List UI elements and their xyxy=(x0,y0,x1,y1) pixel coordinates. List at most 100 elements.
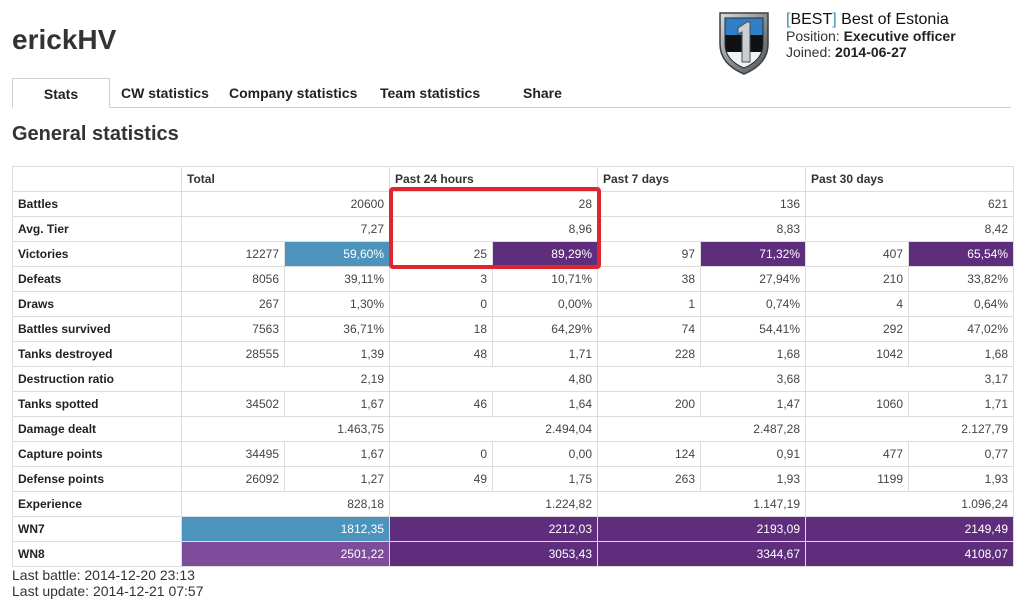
row-label: Tanks spotted xyxy=(12,391,182,417)
cell-value: 18 xyxy=(389,316,493,342)
cell-value: 210 xyxy=(805,266,909,292)
cell-ratio: 0,64% xyxy=(908,291,1014,317)
position-label: Position: xyxy=(786,28,840,44)
clan-position-row: Position: Executive officer xyxy=(786,28,956,44)
row-label: Capture points xyxy=(12,441,182,467)
cell-ratio: 0,91 xyxy=(700,441,806,467)
row-label: Battles xyxy=(12,191,182,217)
cell-value: 3053,43 xyxy=(389,541,598,567)
cell-value: 3344,67 xyxy=(597,541,806,567)
cell-value: 28 xyxy=(389,191,598,217)
cell-ratio: 1,64 xyxy=(492,391,598,417)
row-label: Damage dealt xyxy=(12,416,182,442)
tab-cw-statistics[interactable]: CW statistics xyxy=(121,85,209,101)
cell-ratio: 1,71 xyxy=(492,341,598,367)
cell-ratio: 64,29% xyxy=(492,316,598,342)
cell-value: 4,80 xyxy=(389,366,598,392)
cell-value: 1.147,19 xyxy=(597,491,806,517)
clan-tag: BEST xyxy=(790,11,833,28)
cell-ratio: 27,94% xyxy=(700,266,806,292)
table-row: Battles survived 7563 36,71% 18 64,29% 74 54,4… xyxy=(12,316,1014,342)
cell-value: 26092 xyxy=(181,466,285,492)
cell-value: 828,18 xyxy=(181,491,390,517)
tab-stats[interactable]: Stats xyxy=(12,78,110,108)
cell-ratio: 1,93 xyxy=(700,466,806,492)
cell-value: 267 xyxy=(181,291,285,317)
cell-value: 48 xyxy=(389,341,493,367)
table-row: WN7 1812,35 2212,03 2193,09 2149,49 xyxy=(12,516,1014,542)
cell-value: 621 xyxy=(805,191,1014,217)
header-total: Total xyxy=(181,166,390,192)
cell-ratio: 39,11% xyxy=(284,266,390,292)
position-value: Executive officer xyxy=(843,28,956,44)
table-row: WN8 2501,22 3053,43 3344,67 4108,07 xyxy=(12,541,1014,567)
table-row: Avg. Tier 7,27 8,96 8,83 8,42 xyxy=(12,216,1014,242)
cell-value: 0 xyxy=(389,441,493,467)
table-row: Tanks destroyed 28555 1,39 48 1,71 228 1,68 104… xyxy=(12,341,1014,367)
cell-ratio: 0,77 xyxy=(908,441,1014,467)
cell-value: 2,19 xyxy=(181,366,390,392)
cell-ratio: 1,39 xyxy=(284,341,390,367)
row-label: Victories xyxy=(12,241,182,267)
cell-value: 7,27 xyxy=(181,216,390,242)
cell-ratio: 10,71% xyxy=(492,266,598,292)
cell-value: 228 xyxy=(597,341,701,367)
cell-ratio: 1,68 xyxy=(700,341,806,367)
cell-value: 2212,03 xyxy=(389,516,598,542)
cell-value: 1199 xyxy=(805,466,909,492)
cell-ratio: 1,47 xyxy=(700,391,806,417)
cell-value: 2193,09 xyxy=(597,516,806,542)
cell-ratio: 1,67 xyxy=(284,441,390,467)
cell-value: 74 xyxy=(597,316,701,342)
clan-title[interactable]: [BEST] Best of Estonia xyxy=(786,11,949,28)
cell-ratio: 0,74% xyxy=(700,291,806,317)
cell-value: 2149,49 xyxy=(805,516,1014,542)
cell-value: 7563 xyxy=(181,316,285,342)
tab-bar: Stats CW statistics Company statistics T… xyxy=(12,78,1011,108)
cell-value: 8,83 xyxy=(597,216,806,242)
table-row: Defense points 26092 1,27 49 1,75 263 1,93 1199… xyxy=(12,466,1014,492)
cell-value: 28555 xyxy=(181,341,285,367)
cell-value: 49 xyxy=(389,466,493,492)
cell-value: 200 xyxy=(597,391,701,417)
cell-value: 12277 xyxy=(181,241,285,267)
row-label: Avg. Tier xyxy=(12,216,182,242)
cell-value: 2.127,79 xyxy=(805,416,1014,442)
cell-value: 8,42 xyxy=(805,216,1014,242)
row-label: Experience xyxy=(12,491,182,517)
tab-company-statistics[interactable]: Company statistics xyxy=(229,85,358,101)
joined-value: 2014-06-27 xyxy=(835,44,907,60)
cell-value: 4108,07 xyxy=(805,541,1014,567)
last-update: Last update: 2014-12-21 07:57 xyxy=(12,583,204,599)
stats-body: Battles 20600 28 136 621 Avg. Tier 7,27 8,96 8,8… xyxy=(12,191,1014,567)
cell-ratio: 1,93 xyxy=(908,466,1014,492)
cell-ratio: 0,00% xyxy=(492,291,598,317)
cell-ratio: 89,29% xyxy=(492,241,598,267)
cell-value: 292 xyxy=(805,316,909,342)
cell-value: 1 xyxy=(597,291,701,317)
row-label: Destruction ratio xyxy=(12,366,182,392)
cell-value: 263 xyxy=(597,466,701,492)
table-row: Defeats 8056 39,11% 3 10,71% 38 27,94% 210 33,82… xyxy=(12,266,1014,292)
tab-share[interactable]: Share xyxy=(523,85,562,101)
row-label: Battles survived xyxy=(12,316,182,342)
table-row: Damage dealt 1.463,75 2.494,04 2.487,28 2.12… xyxy=(12,416,1014,442)
joined-label: Joined: xyxy=(786,44,832,60)
cell-value: 477 xyxy=(805,441,909,467)
header-past-24-hours: Past 24 hours xyxy=(389,166,598,192)
table-row: Victories 12277 59,60% 25 89,29% 97 71,32% 407 6… xyxy=(12,241,1014,267)
cell-value: 4 xyxy=(805,291,909,317)
clan-joined-row: Joined: 2014-06-27 xyxy=(786,44,956,60)
table-row: Tanks spotted 34502 1,67 46 1,64 200 1,47 1060 1… xyxy=(12,391,1014,417)
cell-value: 3 xyxy=(389,266,493,292)
cell-value: 3,68 xyxy=(597,366,806,392)
cell-value: 1.463,75 xyxy=(181,416,390,442)
cell-ratio: 65,54% xyxy=(908,241,1014,267)
tab-team-statistics[interactable]: Team statistics xyxy=(380,85,481,101)
cell-value: 1812,35 xyxy=(181,516,390,542)
cell-ratio: 71,32% xyxy=(700,241,806,267)
cell-value: 34495 xyxy=(181,441,285,467)
table-row: Capture points 34495 1,67 0 0,00 124 0,91 477 0,… xyxy=(12,441,1014,467)
cell-ratio: 1,68 xyxy=(908,341,1014,367)
cell-value: 2.487,28 xyxy=(597,416,806,442)
